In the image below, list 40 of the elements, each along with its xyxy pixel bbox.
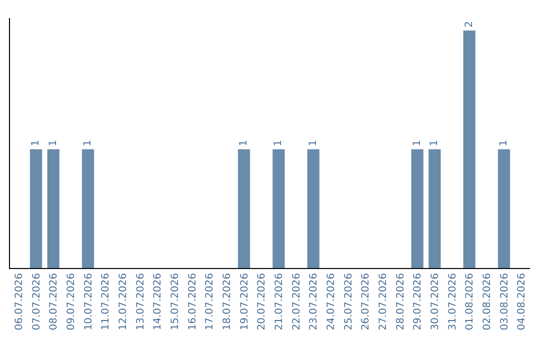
x-tick-label: 21.07.2026 — [274, 273, 285, 330]
x-tick-label: 04.08.2026 — [516, 273, 528, 330]
x-tick-label: 06.07.2026 — [14, 273, 25, 330]
x-tick-label: 13.07.2026 — [135, 273, 146, 330]
x-tick-label: 07.07.2026 — [31, 273, 42, 330]
x-tick-label: 09.07.2026 — [66, 273, 77, 330]
x-tick-label: 29.07.2026 — [412, 273, 424, 330]
data-label: 1 — [238, 140, 250, 146]
x-tick-label: 25.07.2026 — [343, 273, 354, 330]
x-tick-label: 18.07.2026 — [222, 273, 233, 330]
data-label: 1 — [48, 140, 59, 146]
x-tick-label: 14.07.2026 — [152, 273, 164, 330]
data-label: 1 — [273, 140, 284, 146]
x-tick-label: 17.07.2026 — [204, 273, 216, 330]
data-label: 1 — [412, 140, 423, 146]
x-tick-label: 03.08.2026 — [499, 273, 510, 330]
x-tick-label: 12.07.2026 — [118, 273, 129, 330]
x-tick-label: 01.08.2026 — [464, 273, 476, 330]
data-label: 1 — [429, 140, 440, 146]
x-tick-label: 15.07.2026 — [170, 273, 181, 330]
x-tick-label: 02.08.2026 — [482, 273, 493, 330]
x-tick-label: 20.07.2026 — [256, 273, 268, 330]
x-tick-label: 31.07.2026 — [447, 273, 458, 330]
data-label: 1 — [498, 140, 510, 146]
x-tick-label: 24.07.2026 — [326, 273, 337, 330]
x-tick-label: 26.07.2026 — [360, 273, 372, 330]
x-tick-label: 27.07.2026 — [378, 273, 389, 330]
x-tick-label: 11.07.2026 — [100, 273, 112, 330]
x-tick-label: 16.07.2026 — [187, 273, 198, 330]
data-label: 1 — [308, 140, 319, 146]
x-tick-label: 30.07.2026 — [430, 273, 441, 330]
x-tick-label: 10.07.2026 — [83, 273, 94, 330]
x-tick-label: 22.07.2026 — [291, 273, 302, 330]
data-label: 1 — [82, 140, 94, 146]
data-label: 2 — [464, 21, 475, 28]
x-tick-label: 19.07.2026 — [239, 273, 250, 330]
data-label: 1 — [30, 140, 42, 146]
x-tick-label: 08.07.2026 — [48, 273, 60, 330]
x-tick-label: 23.07.2026 — [308, 273, 320, 330]
x-tick-label: 28.07.2026 — [395, 273, 406, 330]
